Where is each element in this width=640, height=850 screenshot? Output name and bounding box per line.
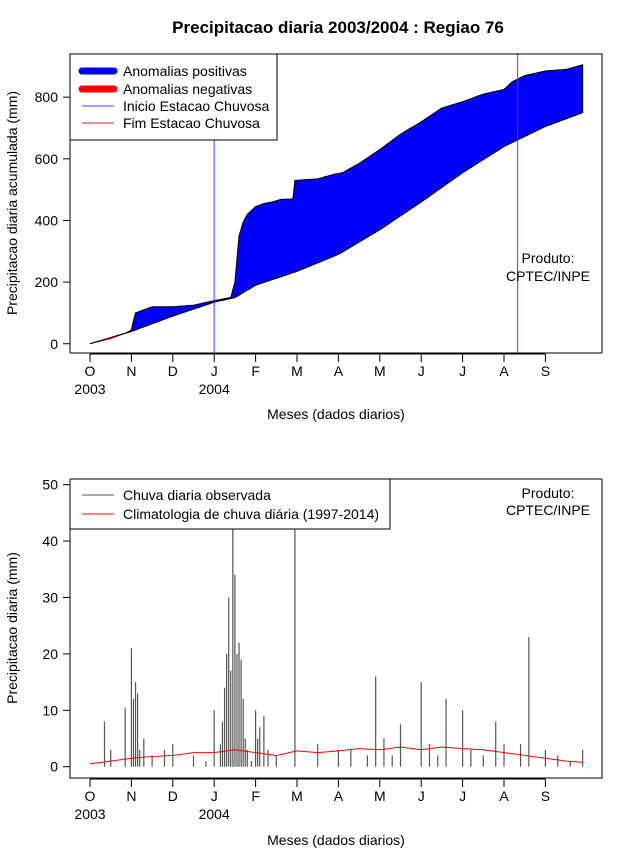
- top-xtick-label: A: [499, 363, 509, 379]
- bot-xtick-label: D: [168, 788, 178, 804]
- chart-title: Precipitacao diaria 2003/2004 : Regiao 7…: [172, 18, 504, 37]
- bot-xtick-label: O: [85, 788, 96, 804]
- x-axis-label-bottom: Meses (dados diarios): [267, 832, 405, 848]
- product-source-bottom: CPTEC/INPE: [506, 502, 590, 518]
- legend-label-end: Fim Estacao Chuvosa: [123, 115, 260, 131]
- bot-year-label: 2004: [199, 806, 230, 822]
- top-ytick-label: 0: [50, 336, 58, 352]
- legend-box-bottom: [69, 478, 391, 530]
- bot-year-label: 2003: [74, 806, 105, 822]
- legend-label-start: Inicio Estacao Chuvosa: [123, 98, 270, 114]
- bot-xtick-label: J: [418, 788, 425, 804]
- x-axis-top: O N D J F M A M J J A S 2003 2004: [74, 353, 550, 397]
- bot-xtick-label: M: [374, 788, 386, 804]
- top-xtick-label: A: [334, 363, 344, 379]
- product-source-top: CPTEC/INPE: [506, 268, 590, 284]
- climatology-cumulative-line: [89, 112, 583, 345]
- top-xtick-label: M: [291, 363, 303, 379]
- legend-label-climatology: Climatologia de chuva diária (1997-2014): [123, 506, 379, 522]
- climatology-daily-line: [89, 746, 583, 765]
- legend-label-positive: Anomalias positivas: [123, 63, 247, 79]
- legend-bottom: Chuva diaria observada Climatologia de c…: [69, 478, 391, 530]
- bot-xtick-label: J: [211, 788, 218, 804]
- y-axis-label-top: Precipitacao diaria acumulada (mm): [4, 91, 20, 315]
- top-ytick-label: 400: [35, 212, 59, 228]
- bot-ytick-label: 50: [42, 477, 58, 493]
- climatology-line: [89, 746, 583, 765]
- top-xtick-label: N: [126, 363, 136, 379]
- bot-ytick-label: 30: [42, 589, 58, 605]
- anomaly-area: [89, 64, 584, 345]
- bot-ytick-label: 0: [50, 759, 58, 775]
- top-xtick-label: J: [211, 363, 218, 379]
- top-xtick-label: J: [459, 363, 466, 379]
- legend-label-observed: Chuva diaria observada: [123, 487, 271, 503]
- top-ytick-label: 800: [35, 89, 59, 105]
- x-axis-bottom: O N D J F M A M J J A S 2003 2004: [74, 778, 550, 822]
- bot-xtick-label: F: [251, 788, 260, 804]
- product-label-top: Produto:: [522, 250, 575, 266]
- plot-frame-top: [69, 53, 603, 354]
- top-xtick-label: D: [168, 363, 178, 379]
- bot-xtick-label: A: [499, 788, 509, 804]
- top-xtick-label: F: [251, 363, 260, 379]
- x-axis-label-top: Meses (dados diarios): [267, 406, 405, 422]
- top-year-label: 2003: [74, 381, 105, 397]
- bot-ytick-label: 20: [42, 646, 58, 662]
- top-xtick-label: J: [418, 363, 425, 379]
- top-xtick-label: M: [374, 363, 386, 379]
- top-ytick-label: 600: [35, 151, 59, 167]
- y-axis-top: 0 200 400 600 800: [35, 89, 70, 352]
- top-year-label: 2004: [199, 381, 230, 397]
- product-label-bottom: Produto:: [522, 485, 575, 501]
- top-ytick-label: 200: [35, 274, 59, 290]
- y-axis-bottom: 0 10 20 30 40 50: [42, 477, 70, 775]
- daily-chart: 0 10 20 30 40 50 O N D J F M A M J J A S 2003 2004 Precipi…: [4, 477, 603, 848]
- daily-bars: [103, 526, 584, 767]
- top-xtick-label: S: [541, 363, 550, 379]
- y-axis-label-bottom: Precipitacao diaria (mm): [4, 552, 20, 704]
- bot-xtick-label: N: [126, 788, 136, 804]
- bot-xtick-label: M: [291, 788, 303, 804]
- legend-top: Anomalias positivas Anomalias negativas …: [69, 53, 278, 141]
- top-xtick-label: O: [85, 363, 96, 379]
- bot-xtick-label: S: [541, 788, 550, 804]
- cumulative-chart: 0 200 400 600 800 O N D J F M A M J J A S 2003 2004 Preci…: [4, 53, 603, 422]
- legend-label-negative: Anomalias negativas: [123, 81, 252, 97]
- bot-ytick-label: 40: [42, 533, 58, 549]
- rainy-season-lines: [213, 54, 519, 353]
- bot-xtick-label: J: [459, 788, 466, 804]
- bot-ytick-label: 10: [42, 702, 58, 718]
- bot-xtick-label: A: [334, 788, 344, 804]
